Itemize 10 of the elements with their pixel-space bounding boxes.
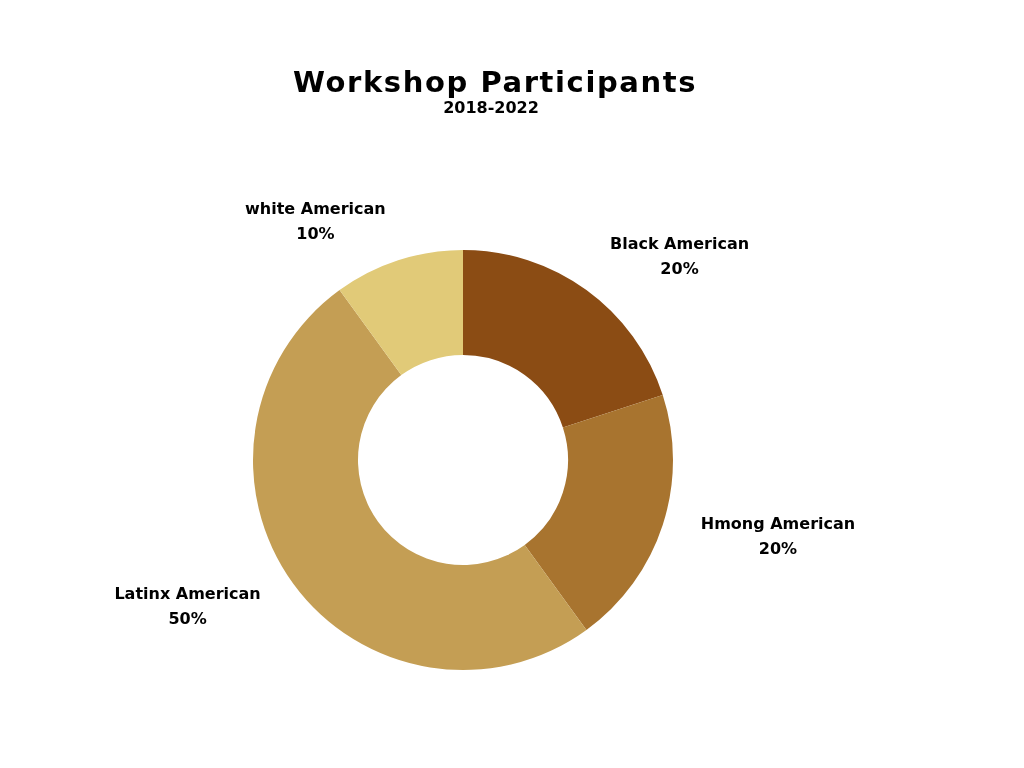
data-label: 20% xyxy=(758,538,798,558)
slice-label: Black American xyxy=(609,234,750,254)
chart-title: Workshop Participants xyxy=(291,64,699,100)
slice-label: white American xyxy=(245,198,386,218)
slice-label: Latinx American xyxy=(114,583,261,603)
data-label: 20% xyxy=(660,259,699,279)
data-label: 50% xyxy=(168,608,207,628)
chart-subtitle: 2018-2022 xyxy=(442,98,540,118)
slice-label: Hmong American xyxy=(700,513,856,533)
data-label: 10% xyxy=(296,223,335,243)
